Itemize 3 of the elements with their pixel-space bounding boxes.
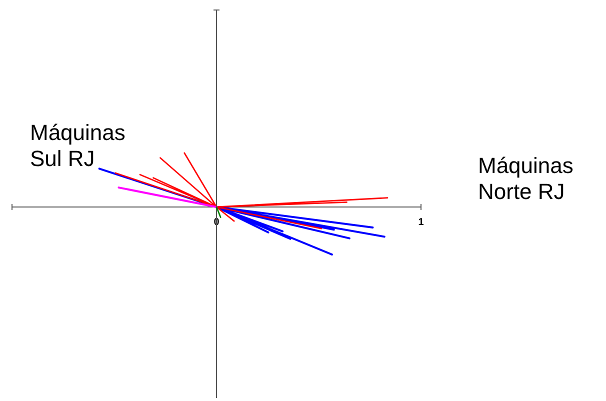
x-tick-label: 1 [418, 217, 424, 228]
annotation: Máquinas Sul RJ [30, 120, 126, 171]
text: Máquinas Norte RJ [478, 153, 574, 204]
